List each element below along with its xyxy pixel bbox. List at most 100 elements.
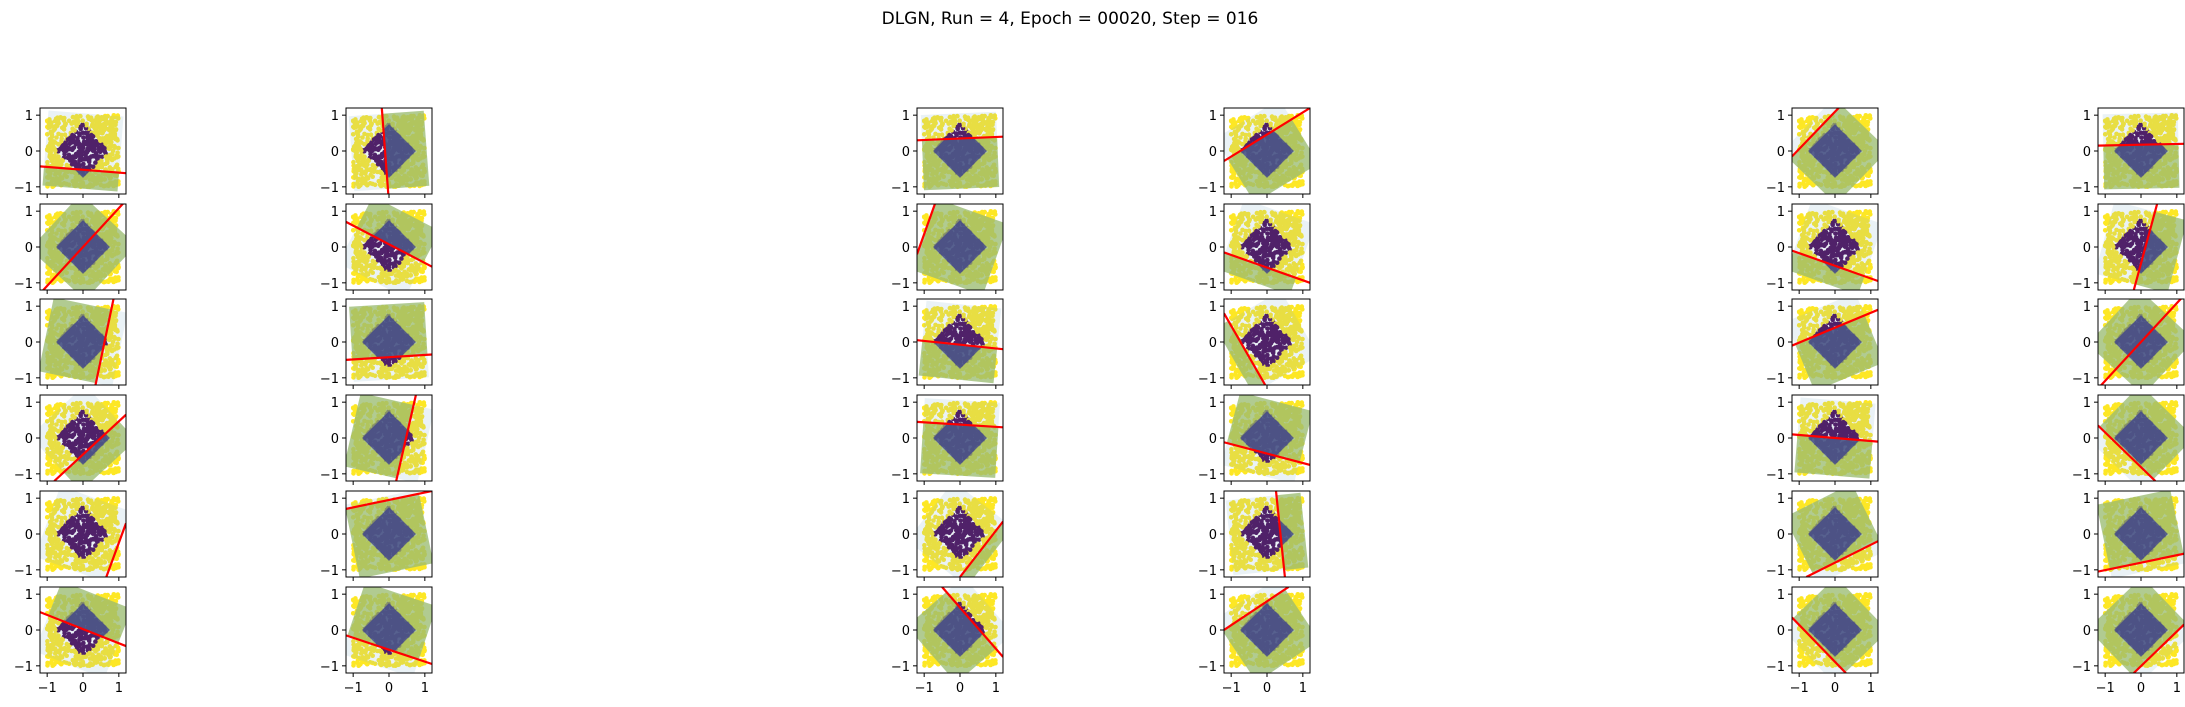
data-point <box>1861 115 1866 121</box>
data-point <box>365 138 370 144</box>
data-point <box>52 153 57 158</box>
data-point <box>2148 124 2154 129</box>
data-point <box>2147 117 2152 123</box>
data-point <box>114 136 120 142</box>
data-point <box>1297 122 1302 128</box>
data-point <box>360 176 366 181</box>
data-point <box>1811 125 1817 131</box>
data-point <box>77 132 82 138</box>
data-point <box>48 130 54 136</box>
data-point <box>2106 130 2112 136</box>
data-point <box>921 132 927 137</box>
data-point <box>102 113 108 119</box>
data-point <box>104 121 110 126</box>
data-point <box>59 125 65 131</box>
data-point <box>358 127 363 132</box>
data-point <box>1797 174 1803 180</box>
data-point <box>56 131 61 137</box>
data-point <box>368 132 374 137</box>
data-point <box>990 122 995 128</box>
data-point <box>951 123 956 129</box>
y-tick-label: −1 <box>891 181 910 196</box>
y-tick-label: −1 <box>14 277 33 292</box>
data-point <box>351 159 356 165</box>
figure-title: DLGN, Run = 4, Epoch = 00020, Step = 016 <box>882 9 1259 29</box>
data-point <box>2139 135 2144 140</box>
data-point <box>103 154 109 159</box>
data-point <box>47 153 53 159</box>
data-point <box>940 121 945 126</box>
data-point <box>90 124 96 129</box>
data-point <box>94 142 100 148</box>
data-point <box>353 149 358 154</box>
data-point <box>929 127 934 132</box>
data-point <box>360 135 365 140</box>
data-point <box>91 139 96 145</box>
data-point <box>981 121 987 126</box>
y-tick-label: −1 <box>1198 181 1217 196</box>
data-point <box>1796 132 1802 137</box>
data-point <box>107 276 113 282</box>
data-point <box>2110 127 2115 132</box>
data-point <box>1812 116 1817 121</box>
data-point <box>986 115 991 121</box>
data-point <box>378 169 384 175</box>
data-point <box>2118 116 2123 121</box>
data-point <box>369 121 375 126</box>
data-point <box>365 176 371 181</box>
data-point <box>1232 171 1237 176</box>
data-point <box>1236 182 1241 188</box>
data-point <box>362 141 367 147</box>
data-point <box>2138 130 2144 136</box>
data-point <box>379 154 384 159</box>
gated-region <box>42 166 119 192</box>
data-point <box>1258 123 1263 129</box>
data-point <box>90 133 95 139</box>
subplot-r1-c6: −101 <box>2072 107 2185 198</box>
data-point <box>63 142 69 148</box>
data-point <box>380 166 386 171</box>
data-point <box>110 152 115 157</box>
data-point <box>80 118 85 123</box>
data-point <box>1804 182 1809 188</box>
y-tick-label: 1 <box>331 109 339 124</box>
data-point <box>2133 136 2138 141</box>
data-point <box>979 113 985 119</box>
data-point <box>947 126 952 131</box>
plot-area <box>348 108 430 194</box>
data-point <box>937 116 942 121</box>
data-point <box>116 145 121 151</box>
data-point <box>102 146 107 151</box>
data-point <box>71 145 77 150</box>
data-point <box>1801 134 1807 140</box>
data-point <box>69 161 75 167</box>
data-point <box>80 123 85 128</box>
data-point <box>1240 141 1245 147</box>
data-point <box>967 124 973 129</box>
data-point <box>1797 181 1802 187</box>
data-point <box>108 156 114 162</box>
data-point <box>2112 135 2117 140</box>
y-tick-label: 0 <box>2083 145 2091 160</box>
data-point <box>1854 113 1860 119</box>
data-point <box>1264 123 1269 128</box>
data-point <box>365 234 370 240</box>
data-point <box>936 125 942 131</box>
data-point <box>361 115 366 120</box>
data-point <box>932 119 937 125</box>
data-point <box>1243 125 1249 131</box>
data-point <box>925 130 931 136</box>
data-point <box>2128 114 2134 120</box>
data-point <box>1798 122 1804 128</box>
plot-area <box>1792 108 1878 194</box>
data-point <box>1235 146 1241 151</box>
data-point <box>932 115 937 120</box>
overlap-region <box>382 124 416 178</box>
plot-area <box>1224 108 1310 194</box>
data-point <box>61 148 67 153</box>
data-point <box>115 166 121 172</box>
data-point <box>109 135 115 140</box>
data-point <box>73 141 79 147</box>
data-point <box>76 119 81 124</box>
data-point <box>957 118 962 123</box>
